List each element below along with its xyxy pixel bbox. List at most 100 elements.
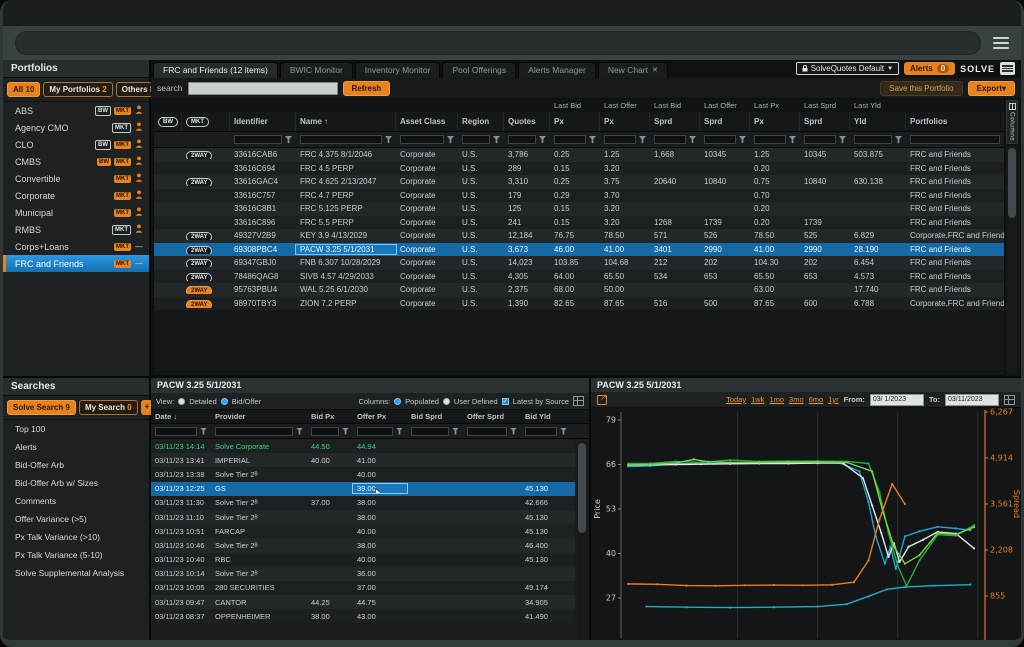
open-external-icon[interactable] [597,395,607,405]
sidebar-item-cmbs[interactable]: CMBSBWMKT [3,153,149,170]
close-icon[interactable]: ✕ [652,66,658,74]
sidebar-item-abs[interactable]: ABSBWMKT [3,102,149,119]
app-menu-icon[interactable] [1000,62,1015,75]
tab-bwic-monitor[interactable]: BWIC Monitor [280,62,353,78]
calendar-grid-icon[interactable] [1004,395,1015,405]
column-header-last_yld[interactable]: Yld [850,112,906,131]
filter-input-last_sprd[interactable] [804,135,836,144]
from-date-input[interactable] [870,394,924,406]
quote-row[interactable]: 03/11/23 10:46Solve Tier 2ᴮ38.0046.400 [151,538,575,552]
alerts-button[interactable]: Alerts 0 [904,62,955,75]
search-item-top-100[interactable]: Top 100 [3,420,149,438]
search-filter-solve-search[interactable]: Solve Search 9 [7,400,76,415]
quote-row[interactable]: 03/11/23 10:51FARCAP40.0045.130 [151,524,575,538]
filter-input-bid_sprd[interactable] [654,135,686,144]
filter-input-portfolios[interactable] [910,135,1000,144]
table-row[interactable]: 2WAY78486QAG8SIVB 4.57 4/29/2033Corporat… [154,270,1004,284]
quote-row[interactable]: 03/11/23 13:38Solve Tier 2ᴮ40.00 [151,467,575,481]
quote-scrollbar[interactable] [577,441,587,645]
sidebar-item-clo[interactable]: CLOBWMKT [3,136,149,153]
column-header-quotes[interactable]: Quotes [504,112,550,131]
filter-funnel-icon[interactable] [342,428,349,435]
portfolio-filter-my-portfolios[interactable]: My Portfolios 2 [43,82,112,97]
filter-funnel-icon[interactable] [385,136,392,143]
column-header-portfolios[interactable]: Portfolios [906,112,1004,131]
filter-input-bid_px[interactable] [554,135,586,144]
quote-filter-input-bid_yld[interactable] [525,427,557,436]
tab-frc-and-friends-12-items-[interactable]: FRC and Friends (12 items) [153,62,278,78]
quote-column-header-bid_px[interactable]: Bid Px [307,412,353,421]
column-header-offer_sprd[interactable]: Sprd [700,112,750,131]
quote-row[interactable]: 03/11/23 10:40RBC40.0045.130 [151,553,575,567]
search-item-bid-offer-arb-w-sizes[interactable]: Bid-Offer Arb w/ Sizes [3,474,149,492]
to-date-input[interactable] [945,394,999,406]
filter-input-quotes[interactable] [508,135,536,144]
quote-filter-input-provider[interactable] [215,427,293,436]
latest-by-source-checkbox[interactable]: ✓ [502,398,509,405]
quote-row[interactable]: 03/11/23 14:14Solve Corporate44.5044.94 [151,439,575,453]
range-link-today[interactable]: Today [726,395,746,404]
quote-filter-input-offer_px[interactable] [357,427,393,436]
filter-funnel-icon[interactable] [739,136,746,143]
filter-funnel-icon[interactable] [493,136,500,143]
save-portfolio-button[interactable]: Save this Portfolio [880,81,962,96]
filter-funnel-icon[interactable] [589,136,596,143]
quote-column-header-bid_yld[interactable]: Bid Yld [521,412,571,421]
quote-grid-icon[interactable] [573,396,584,406]
column-header-last_px[interactable]: Px [750,112,800,131]
grid-scrollbar[interactable] [1007,146,1017,374]
address-bar[interactable] [15,31,981,55]
filter-funnel-icon[interactable] [285,136,292,143]
search-item-comments[interactable]: Comments [3,492,149,510]
tab-new-chart[interactable]: New Chart✕ [598,62,668,78]
range-link-1mo[interactable]: 1mo [769,395,784,404]
export-button[interactable]: Export▾ [968,81,1015,96]
filter-funnel-icon[interactable] [396,428,403,435]
table-row[interactable]: 2WAY95763PBU4WAL 5.25 6/1/2030CorporateU… [154,283,1004,297]
column-header-region[interactable]: Region [458,112,504,131]
column-header-offer_px[interactable]: Px [600,112,650,131]
search-item-solve-supplemental-analysis[interactable]: Solve Supplemental Analysis [3,564,149,582]
filter-funnel-icon[interactable] [560,428,567,435]
table-row[interactable]: 2WAY33616CAB6FRC 4.375 8/1/2046Corporate… [154,148,1004,162]
filter-input-id[interactable] [234,135,282,144]
quotes-preset-dropdown[interactable]: SolveQuotes Default ▼ [796,62,899,75]
search-item-bid-offer-arb[interactable]: Bid-Offer Arb [3,456,149,474]
quote-filter-input-offer_sprd[interactable] [467,427,507,436]
filter-input-offer_px[interactable] [604,135,636,144]
filter-funnel-icon[interactable] [296,428,303,435]
filter-funnel-icon[interactable] [789,136,796,143]
quote-filter-input-date[interactable] [155,427,197,436]
columns-radio-user-defined[interactable] [443,398,450,405]
columns-tab[interactable]: Columns [1006,100,1018,144]
table-row[interactable]: 33616C896FRC 5.5 PERPCorporateU.S.2410.1… [154,216,1004,230]
sidebar-item-corporate[interactable]: CorporateMKT [3,187,149,204]
view-radio-bid-offer[interactable] [221,398,228,405]
sidebar-item-convertible[interactable]: ConvertibleMKT [3,170,149,187]
quote-row[interactable]: 03/11/23 08:37OPPENHEIMER38.0043.0041.49… [151,609,575,623]
quote-row[interactable]: 03/11/23 10:14Solve Tier 2ᴮ36.00 [151,567,575,581]
search-item-px-talk-variance-5-10-[interactable]: Px Talk Variance (5-10) [3,546,149,564]
search-filter-my-search[interactable]: My Search 0 [79,400,138,415]
quote-row[interactable]: 03/11/23 12:25GS39.0045.130 [151,482,575,496]
tab-pool-offerings[interactable]: Pool Offerings [442,62,516,78]
portfolio-filter-all[interactable]: All 10 [7,82,40,97]
hamburger-icon[interactable] [993,37,1009,49]
range-link-1yr[interactable]: 1yr [828,395,838,404]
table-row[interactable]: 2WAY49327V2B9KEY 3.9 4/13/2029CorporateU… [154,229,1004,243]
table-row[interactable]: 2WAY69308PBC4PACW 3.25 5/1/2031Corporate… [154,243,1004,257]
filter-funnel-icon[interactable] [447,136,454,143]
range-link-3mo[interactable]: 3mo [789,395,804,404]
column-header-last_sprd[interactable]: Sprd [800,112,850,131]
table-row[interactable]: 2WAY33616GAC4FRC 4.625 2/13/2047Corporat… [154,175,1004,189]
columns-radio-populated[interactable] [394,398,401,405]
quote-scrollbar-thumb[interactable] [578,443,586,533]
sidebar-item-frc-and-friends[interactable]: FRC and FriendsMKT— [3,255,149,272]
filter-input-name[interactable] [300,135,382,144]
table-row[interactable]: 2WAY69347GBJ0FNB 6.307 10/28/2029Corpora… [154,256,1004,270]
table-row[interactable]: 33616C694FRC 4.5 PERPCorporateU.S.2890.1… [154,162,1004,176]
range-link-6mo[interactable]: 6mo [809,395,824,404]
tab-alerts-manager[interactable]: Alerts Manager [518,62,596,78]
column-header-id[interactable]: Identifier [230,112,296,131]
search-input[interactable] [188,82,338,95]
